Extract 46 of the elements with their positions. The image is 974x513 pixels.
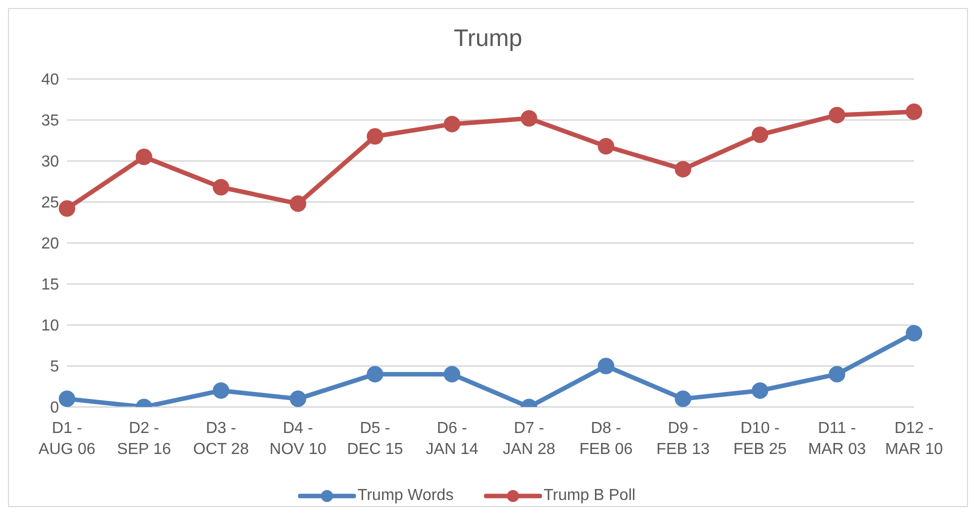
x-tick-label: D9 - FEB 13 [656,420,710,458]
point [290,390,306,407]
point [290,195,306,212]
point [520,110,538,127]
point [366,128,384,145]
y-tick-label: 30 [41,154,60,171]
point [828,366,846,382]
y-tick-label: 20 [41,236,60,253]
x-tick-label: D2 - SEP 16 [117,420,172,458]
point [212,382,230,399]
y-tick-label: 15 [41,276,60,294]
point [136,148,152,166]
point [752,126,768,144]
point [444,366,460,382]
x-tick-label: D7 - JAN 28 [502,420,556,458]
y-tick-label: 25 [41,194,60,212]
point [598,138,614,154]
x-tick-label: D4 - NOV 10 [270,420,327,458]
point [444,116,460,132]
x-tick-label: D12 - MAR 10 [885,420,943,458]
point [598,358,614,374]
x-tick-label: D3 - OCT 28 [193,420,249,458]
y-tick-label: 40 [41,72,60,89]
x-tick-label: D5 - DEC 15 [346,420,404,458]
x-tick-label: D11 - MAR 03 [808,420,866,458]
chart-title: Trump [452,24,524,54]
x-tick-label: D10 - FEB 25 [733,420,787,458]
point [58,200,76,217]
point [906,104,922,120]
point [674,160,692,178]
legend-label: Trump B Poll [542,487,636,505]
point [906,324,922,342]
x-tick-label: D6 - JAN 14 [426,420,478,458]
y-tick-label: 10 [41,318,60,335]
legend-label: Trump Words [356,487,454,505]
point [752,382,768,399]
x-tick-label: D1 - AUG 06 [38,420,96,458]
point [828,106,846,124]
y-tick-label: 5 [50,358,60,376]
point [674,390,692,407]
y-tick-label: 35 [41,112,60,130]
point [366,366,384,382]
point [58,390,76,407]
point [212,178,230,196]
x-tick-label: D8 - FEB 06 [579,420,633,458]
y-tick-label: 0 [50,400,60,417]
